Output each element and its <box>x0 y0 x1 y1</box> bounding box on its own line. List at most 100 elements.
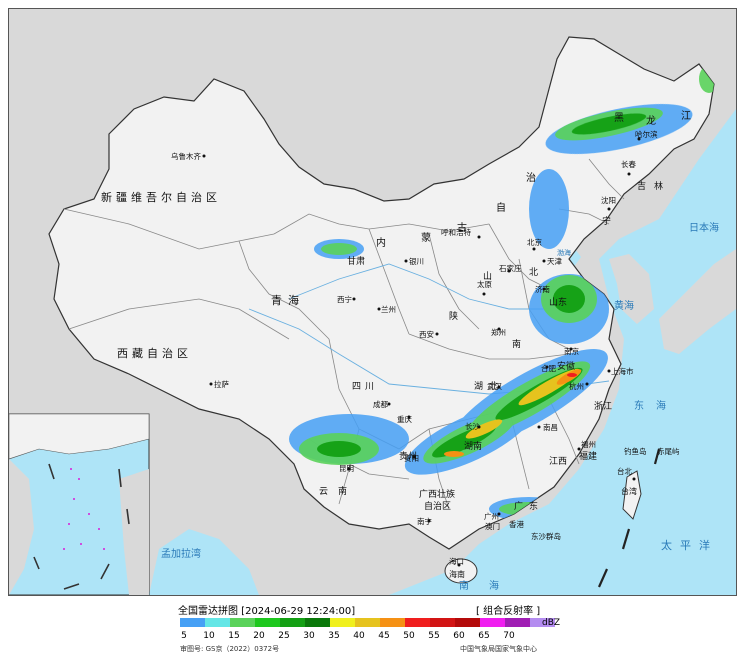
label-hubei: 湖北 <box>474 381 504 392</box>
svg-text:自治区: 自治区 <box>424 500 451 512</box>
label-guizhou: 贵州 <box>399 450 417 462</box>
label-xizang: 西藏自治区 <box>117 346 192 360</box>
svg-text:治: 治 <box>526 171 536 184</box>
svg-text:昆明: 昆明 <box>339 464 354 473</box>
map-labels: 新疆维吾尔自治区 西藏自治区 青海 甘肃 内 蒙 古 自 治 黑 龙 江 吉林 … <box>101 110 691 579</box>
color-scale-swatch <box>305 618 330 627</box>
svg-text:蒙: 蒙 <box>421 231 431 244</box>
city-labels: 乌鲁木齐 拉萨 西宁 兰州 银川 呼和浩特 太原 石家庄 北京 天津 西安 郑州… <box>171 129 680 567</box>
svg-text:广西壮族: 广西壮族 <box>419 488 455 500</box>
svg-text:拉萨: 拉萨 <box>214 379 229 389</box>
label-shanxi: 山 <box>483 271 492 282</box>
svg-text:杭州: 杭州 <box>569 381 584 391</box>
svg-text:孟加拉湾: 孟加拉湾 <box>161 547 201 560</box>
svg-text:长沙: 长沙 <box>465 421 480 431</box>
color-scale-tick: 40 <box>353 631 365 641</box>
label-anhui: 安徽 <box>557 360 575 372</box>
color-scale-tick: 45 <box>378 631 390 641</box>
boundary-dashes <box>597 448 661 588</box>
svg-text:南海: 南海 <box>459 579 519 592</box>
label-jiangxi: 江西 <box>549 456 567 467</box>
color-scale-tick: 60 <box>453 631 465 641</box>
color-scale-swatch <box>480 618 505 627</box>
label-guangdong: 广东 <box>514 500 544 512</box>
svg-text:日本海: 日本海 <box>689 221 719 234</box>
svg-text:郑州: 郑州 <box>491 327 506 337</box>
label-gansu: 甘肃 <box>347 255 365 267</box>
organization: 中国气象局国家气象中心 <box>460 645 537 653</box>
color-scale-swatch <box>430 618 455 627</box>
svg-text:贵阳: 贵阳 <box>404 453 419 463</box>
label-jilin: 吉林 <box>637 180 671 192</box>
korea-land <box>609 254 654 324</box>
svg-text:江: 江 <box>681 110 691 122</box>
svg-text:赤尾屿: 赤尾屿 <box>657 447 680 456</box>
color-scale-tick: 65 <box>478 631 490 641</box>
label-zhejiang: 浙江 <box>594 400 612 412</box>
svg-text:东沙群岛: 东沙群岛 <box>531 531 561 541</box>
color-scale-tick: 55 <box>428 631 440 641</box>
svg-text:长春: 长春 <box>621 159 636 169</box>
legend-footer: 全国雷达拼图 [2024-06-29 12:24:00] [ 组合反射率 ] 5… <box>8 596 737 662</box>
product-name: [ 组合反射率 ] <box>476 606 541 617</box>
color-scale-swatch <box>180 618 205 627</box>
svg-text:武汉: 武汉 <box>487 381 502 391</box>
svg-text:太平洋: 太平洋 <box>661 538 718 552</box>
svg-text:西宁: 西宁 <box>337 294 352 304</box>
color-scale-tick: 15 <box>228 631 240 641</box>
hainan-island <box>444 558 478 584</box>
svg-text:南宁: 南宁 <box>417 516 432 526</box>
svg-text:渤海: 渤海 <box>557 248 571 257</box>
sea-labels: 东海 黄海 渤海 南海 日本海 太平洋 孟加拉湾 <box>161 221 719 592</box>
sea-area <box>389 109 736 595</box>
svg-text:钓鱼岛: 钓鱼岛 <box>624 446 647 456</box>
svg-text:香港: 香港 <box>509 519 524 529</box>
svg-text:台北: 台北 <box>617 466 632 476</box>
label-hainan: 海南 <box>449 569 465 579</box>
color-scale-tick: 50 <box>403 631 415 641</box>
color-scale-swatch <box>530 618 555 627</box>
color-scale-swatch <box>355 618 380 627</box>
color-scale-swatch <box>205 618 230 627</box>
label-yunnan: 云南 <box>319 485 357 497</box>
svg-text:银川: 银川 <box>409 257 424 266</box>
svg-text:沈阳: 沈阳 <box>601 195 616 205</box>
unit-label: dBZ <box>542 618 561 628</box>
label-shandong: 山东 <box>549 296 567 308</box>
svg-text:济南: 济南 <box>535 284 550 294</box>
color-scale-tick: 10 <box>203 631 215 641</box>
taiwan-island <box>622 470 642 520</box>
svg-text:太原: 太原 <box>477 279 492 289</box>
sea-japan <box>659 179 736 279</box>
label-fujian: 福建 <box>579 450 597 462</box>
label-hunan: 湖南 <box>464 440 482 452</box>
svg-text:东海: 东海 <box>634 399 678 412</box>
label-qinghai: 青海 <box>271 293 305 307</box>
svg-text:福州: 福州 <box>581 440 596 449</box>
color-scale-swatch <box>455 618 480 627</box>
svg-text:兰州: 兰州 <box>381 304 396 314</box>
color-scale-swatch <box>330 618 355 627</box>
svg-text:黑: 黑 <box>614 112 624 124</box>
color-scale-swatch <box>280 618 305 627</box>
svg-text:石家庄: 石家庄 <box>499 263 522 273</box>
svg-text:西安: 西安 <box>419 329 434 339</box>
color-scale-tick: 35 <box>328 631 340 641</box>
svg-text:乌鲁木齐: 乌鲁木齐 <box>171 151 201 161</box>
svg-text:古: 古 <box>457 221 467 234</box>
color-scale-tick: 30 <box>303 631 315 641</box>
label-liaoning: 宁 <box>602 215 611 227</box>
svg-text:成都: 成都 <box>373 399 388 409</box>
svg-text:南昌: 南昌 <box>543 422 558 432</box>
svg-text:南京: 南京 <box>564 346 579 356</box>
map-frame: 新疆维吾尔自治区 西藏自治区 青海 甘肃 内 蒙 古 自 治 黑 龙 江 吉林 … <box>8 8 737 596</box>
svg-text:北京: 北京 <box>527 237 542 247</box>
svg-text:天津: 天津 <box>547 257 562 266</box>
label-xinjiang: 新疆维吾尔自治区 <box>101 190 221 204</box>
svg-text:合肥: 合肥 <box>541 363 556 373</box>
radar-map: 新疆维吾尔自治区 西藏自治区 青海 甘肃 内 蒙 古 自 治 黑 龙 江 吉林 … <box>9 9 736 595</box>
svg-text:哈尔滨: 哈尔滨 <box>635 129 658 139</box>
svg-text:内: 内 <box>376 236 386 249</box>
svg-text:澳门: 澳门 <box>485 521 500 531</box>
color-scale <box>180 618 555 627</box>
